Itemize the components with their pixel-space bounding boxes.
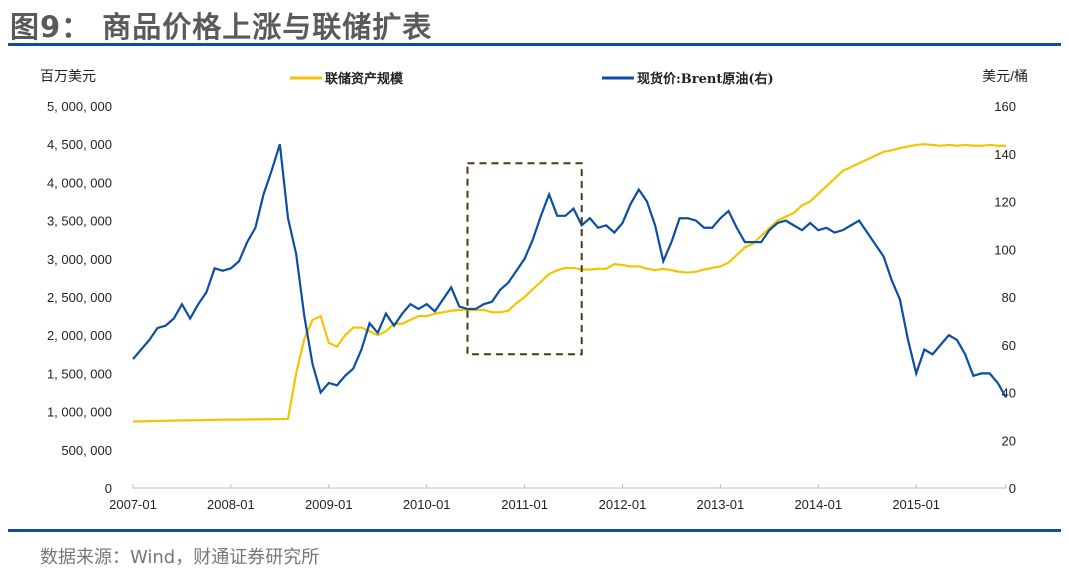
left-y-tick-label: 3, 500, 000 [47,214,112,229]
chart-title: 图9： 商品价格上涨与联储扩表 [10,10,433,44]
right-y-tick-label: 20 [1002,433,1016,448]
left-y-tick-label: 5, 000, 000 [47,99,112,114]
left-y-tick-label: 4, 000, 000 [47,175,112,190]
x-tick-label: 2015-01 [892,497,940,512]
right-y-tick-label: 120 [994,195,1016,210]
fed-assets-line [132,143,1006,423]
x-tick-label: 2011-01 [501,497,548,512]
right-y-tick-label: 100 [994,242,1016,257]
right-y-tick-label: 0 [1009,481,1016,496]
bottom-rule [8,529,1061,532]
right-y-tick-label: 60 [1002,338,1016,353]
x-tick-label: 2010-01 [403,497,451,512]
x-tick-label: 2007-01 [109,497,157,512]
source-note: 数据来源：Wind，财通证券研究所 [40,547,320,568]
brent-price-line [132,143,1007,398]
right-axis-label: 美元/桶 [982,68,1028,84]
right-y-tick-label: 140 [994,147,1016,162]
left-y-tick-label: 2, 000, 000 [47,328,112,343]
left-axis-label: 百万美元 [40,68,96,84]
x-tick-label: 2008-01 [207,497,255,512]
left-y-tick-label: 0 [105,481,112,496]
right-y-tick-label: 80 [1002,290,1016,305]
left-y-tick-label: 1, 000, 000 [47,405,112,420]
left-y-tick-label: 4, 500, 000 [47,137,112,152]
x-tick-label: 2012-01 [599,497,647,512]
x-tick-label: 2009-01 [305,497,353,512]
left-y-tick-label: 2, 500, 000 [47,290,112,305]
right-y-tick-label: 160 [994,99,1016,114]
left-y-tick-label: 1, 500, 000 [47,366,112,381]
legend: 联储资产规模 现货价:Brent原油(右) [290,71,774,87]
x-tick-label: 2014-01 [794,497,842,512]
left-y-tick-label: 3, 000, 000 [47,252,112,267]
legend-label-fed: 联储资产规模 [325,71,404,87]
left-y-tick-label: 500, 000 [61,443,112,458]
legend-label-brent: 现货价:Brent原油(右) [637,71,774,87]
top-rule [8,43,1061,46]
x-tick-label: 2013-01 [697,497,745,512]
highlight-dashed-box [466,162,583,356]
